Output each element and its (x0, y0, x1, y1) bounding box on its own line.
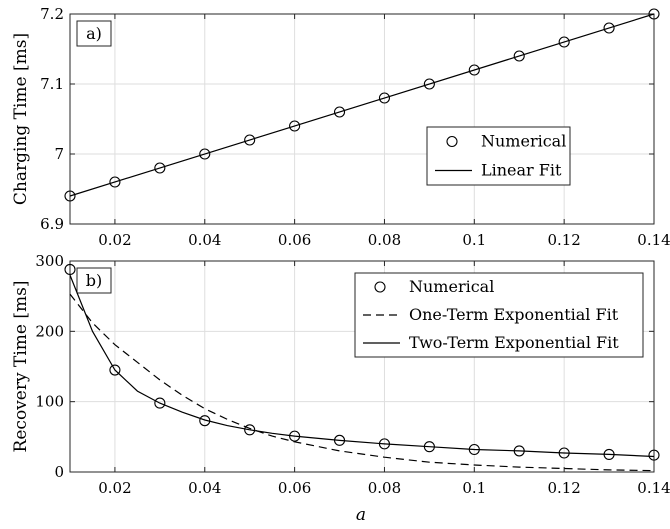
x-tick-label: 0.02 (98, 479, 131, 497)
series-line-one-term-fit (69, 293, 655, 472)
data-point-numerical (64, 190, 76, 202)
data-point-numerical (199, 148, 211, 160)
plot-frame (69, 260, 655, 473)
data-point-numerical (648, 449, 660, 461)
data-point-numerical (333, 106, 346, 118)
data-point-numerical (648, 8, 660, 20)
y-tick-label: 0 (54, 463, 64, 481)
y-axis-label: Charging Time [ms] (11, 33, 31, 205)
data-point-numerical (423, 78, 435, 90)
x-tick-label: 0.02 (98, 231, 131, 249)
x-tick-label: 0.04 (188, 479, 221, 497)
data-point-numerical (603, 22, 615, 34)
data-point-numerical (154, 397, 166, 409)
panel-label: a) (86, 24, 102, 43)
x-tick-label: 0.04 (188, 231, 221, 249)
y-tick-label: 300 (35, 252, 64, 270)
x-tick-label: 0.06 (278, 479, 311, 497)
y-tick-label: 100 (35, 393, 64, 411)
x-tick-label: 0.08 (368, 231, 401, 249)
legend-label: Two-Term Exponential Fit (409, 333, 619, 352)
x-axis-label: a (356, 505, 366, 525)
legend-marker-circle (446, 135, 458, 148)
y-tick-label: 6.9 (40, 215, 64, 233)
data-point-numerical (109, 364, 121, 376)
panel-recovery-time: 0.02 0.04 0.06 0.08 0.1 0.12 0.14 0 100 200 300Rec… (11, 252, 670, 525)
panel-label-box (76, 267, 112, 294)
x-tick-label: 0.06 (278, 231, 311, 249)
y-axis-label: Recovery Time [ms] (11, 281, 31, 453)
series-line-fit (69, 13, 655, 197)
plot-frame (69, 13, 655, 225)
series-line-fit (69, 274, 655, 458)
legend-label: Linear Fit (481, 161, 562, 180)
data-point-numerical (244, 134, 256, 146)
legend-box (354, 272, 644, 358)
x-tick-label: 0.14 (637, 231, 670, 249)
y-tick-label: 7 (54, 145, 64, 163)
x-tick-label: 0.12 (547, 479, 580, 497)
data-point-numerical (244, 424, 256, 436)
x-tick-label: 0.12 (547, 231, 580, 249)
data-point-numerical (468, 64, 480, 76)
panel-charging-time: 0.02 0.04 0.06 0.08 0.1 0.12 0.14 6.9 7 7.1 7.2 Cha… (11, 5, 670, 249)
panel-label-box (76, 20, 112, 47)
data-point-numerical (513, 50, 525, 62)
y-tick-label: 200 (35, 322, 64, 340)
x-tick-label: 0.14 (637, 479, 670, 497)
x-tick-label: 0.08 (368, 479, 401, 497)
data-point-numerical (64, 263, 76, 275)
panel-label: b) (86, 271, 102, 290)
x-tick-label: 0.1 (462, 479, 486, 497)
data-point-numerical (289, 120, 301, 132)
x-tick-label: 0.1 (462, 231, 486, 249)
y-tick-label: 7.1 (40, 75, 64, 93)
data-point-numerical (154, 162, 166, 174)
legend-marker-circle (374, 281, 386, 293)
data-point-numerical (109, 176, 121, 188)
legend-label: Numerical (481, 132, 566, 151)
data-point-numerical (558, 36, 570, 48)
legend-label: Numerical (409, 277, 494, 296)
y-tick-label: 7.2 (40, 5, 64, 23)
data-point-numerical (378, 92, 391, 104)
legend-label: One-Term Exponential Fit (409, 305, 619, 324)
